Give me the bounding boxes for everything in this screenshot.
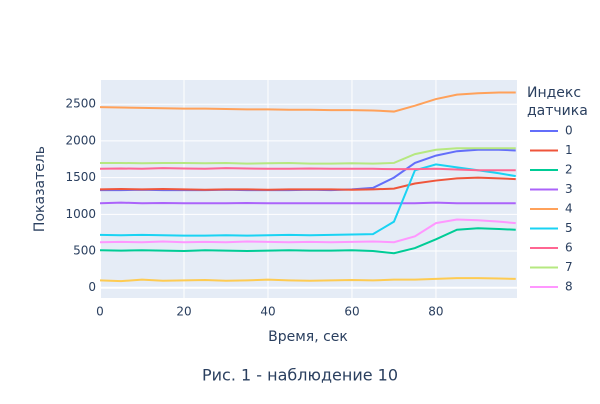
legend-label: 0 <box>565 124 573 138</box>
x-tick-label: 0 <box>96 305 104 319</box>
series-line <box>100 277 516 283</box>
legend: Индекс датчика 0 1 2 3 4 5 6 7 8 9 <box>527 85 588 313</box>
legend-label: 4 <box>565 202 573 216</box>
x-tick-label: 60 <box>344 305 359 319</box>
y-tick-label: 1500 <box>65 170 96 184</box>
series-line <box>100 167 516 172</box>
lines <box>100 91 516 283</box>
legend-label: 7 <box>565 260 573 274</box>
y-axis-title: Показатель <box>32 146 48 232</box>
y-tick-label: 2000 <box>65 133 96 147</box>
legend-label: 5 <box>565 221 573 235</box>
x-tick-label: 40 <box>260 305 275 319</box>
x-tick-label: 20 <box>176 305 191 319</box>
legend-label: 1 <box>565 143 573 157</box>
series-line <box>100 91 516 113</box>
series-line <box>100 227 516 255</box>
series-line <box>100 147 516 165</box>
legend-label: 6 <box>565 241 573 255</box>
legend-label: 9 <box>565 299 573 313</box>
y-tick-label: 0 <box>88 280 96 294</box>
series-line <box>100 176 516 191</box>
chart-title: Рис. 1 - наблюдение 10 <box>202 366 398 385</box>
series-line <box>100 201 516 205</box>
legend-title: Индекс датчика <box>527 85 588 119</box>
series-line <box>100 218 516 244</box>
y-tick-label: 2500 <box>65 97 96 111</box>
y-tick-label: 1000 <box>65 207 96 221</box>
y-tick-label: 500 <box>73 244 96 258</box>
x-axis-title: Время, сек <box>268 329 348 345</box>
x-tick-label: 80 <box>428 305 443 319</box>
legend-label: 3 <box>565 182 573 196</box>
legend-label: 2 <box>565 163 573 177</box>
series-line <box>100 163 516 237</box>
legend-label: 8 <box>565 280 573 294</box>
